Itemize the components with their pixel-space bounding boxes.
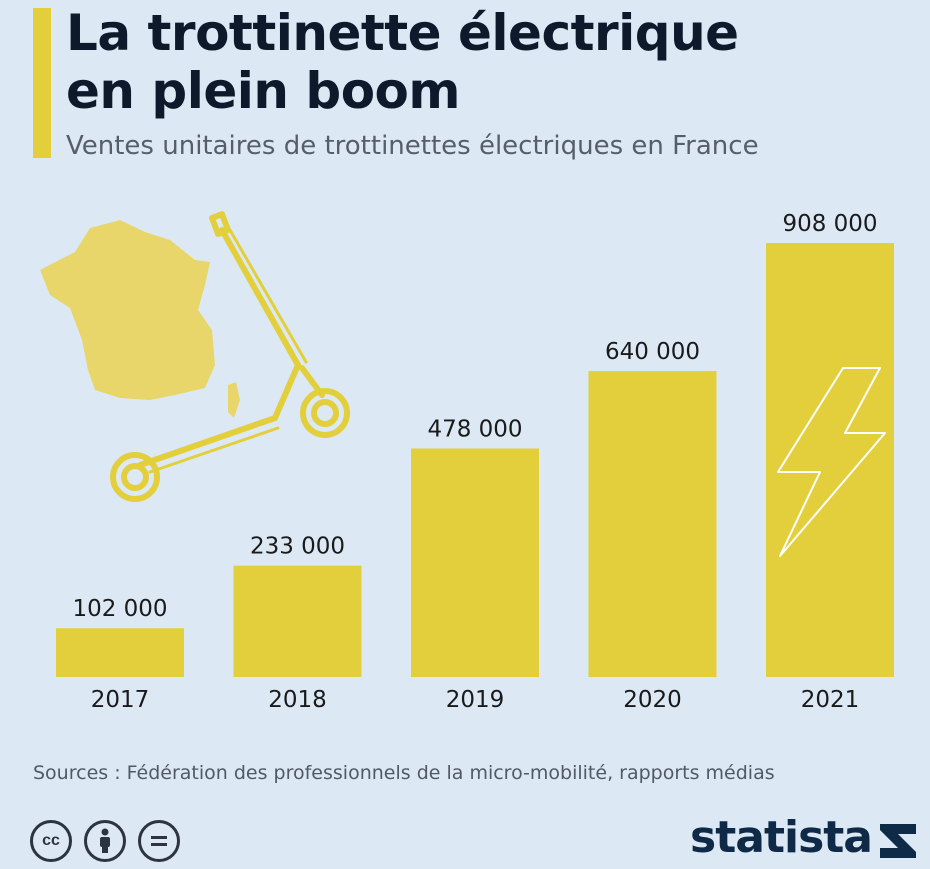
- data-label-2019: 478 000: [427, 417, 522, 443]
- x-tick-2019: 2019: [446, 687, 505, 713]
- data-label-2017: 102 000: [72, 596, 167, 622]
- license-icons: cc: [30, 820, 180, 862]
- no-derivatives-icon: [138, 820, 180, 862]
- title-line-1: La trottinette électrique: [66, 4, 739, 62]
- chart-title: La trottinette électrique en plein boom: [66, 4, 739, 120]
- x-tick-2018: 2018: [268, 687, 327, 713]
- bar-2021: [766, 243, 894, 677]
- bars-group: 102 000 2017 233 000 2018 478 000 2019 640 000…: [56, 211, 894, 713]
- bar-2017: [56, 628, 184, 677]
- france-map-icon: [40, 220, 240, 418]
- brand-logo: statista: [690, 812, 873, 863]
- accent-bar: [33, 8, 51, 158]
- data-label-2021: 908 000: [782, 211, 877, 237]
- data-label-2020: 640 000: [605, 339, 700, 365]
- cc-icon: cc: [30, 820, 72, 862]
- chart-subtitle: Ventes unitaires de trottinettes électri…: [66, 131, 759, 161]
- x-tick-2021: 2021: [801, 687, 860, 713]
- statista-logo-icon: [880, 824, 916, 858]
- attribution-icon: [84, 820, 126, 862]
- data-label-2018: 233 000: [250, 534, 345, 560]
- lightning-icon: [777, 367, 886, 557]
- x-tick-2017: 2017: [91, 687, 150, 713]
- bar-2019: [411, 448, 539, 677]
- scooter-icon: [110, 211, 350, 502]
- bar-2020: [588, 371, 717, 677]
- bar-chart: 102 000 2017 233 000 2018 478 000 2019 640 000…: [40, 211, 894, 713]
- x-tick-2020: 2020: [623, 687, 682, 713]
- source-note: Sources : Fédération des professionnels …: [33, 762, 775, 784]
- title-line-2: en plein boom: [66, 62, 461, 120]
- bar-2018: [233, 565, 362, 677]
